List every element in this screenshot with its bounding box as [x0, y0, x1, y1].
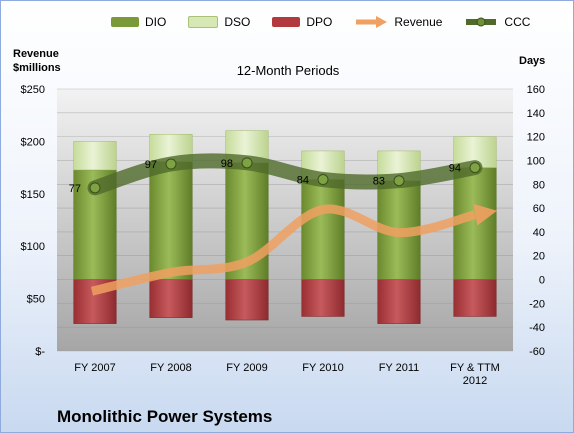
ccc-point — [393, 175, 405, 187]
bar-dio — [149, 161, 193, 280]
legend-swatch-dio — [111, 17, 139, 27]
right-tick-label: 0 — [539, 275, 545, 287]
ccc-point — [469, 162, 481, 174]
legend-item-ccc: CCC — [464, 13, 530, 31]
right-tick-label: 120 — [527, 132, 545, 144]
right-tick-label: -60 — [529, 346, 545, 358]
bar-dio — [301, 179, 345, 280]
right-tick-label: 60 — [533, 203, 545, 215]
right-tick-label: 100 — [527, 155, 545, 167]
right-tick-label: 20 — [533, 251, 545, 263]
ccc-data-label: 84 — [297, 175, 309, 187]
legend-arrow-icon — [356, 16, 388, 28]
revenue-line-group — [90, 203, 497, 296]
legend-item-dio: DIO — [111, 13, 166, 31]
legend-label-revenue: Revenue — [394, 15, 443, 29]
left-axis-title: Revenue $millions — [13, 48, 61, 74]
bar-dpo — [377, 279, 421, 324]
legend-item-dpo: DPO — [272, 13, 332, 31]
left-tick-label: $- — [35, 346, 45, 358]
category-label: FY 2010 — [302, 362, 343, 374]
legend-swatch-dpo — [272, 17, 301, 27]
right-tick-label: 160 — [527, 84, 545, 96]
bar-dpo — [301, 279, 345, 317]
legend-item-revenue: Revenue — [354, 13, 442, 31]
revenue-line — [90, 204, 477, 296]
right-tick-label: 40 — [533, 227, 545, 239]
legend-label-dpo: DPO — [306, 15, 333, 29]
company-name: Monolithic Power Systems — [57, 407, 273, 426]
legend-label-dio: DIO — [145, 15, 167, 29]
ccc-point — [317, 174, 329, 186]
legend-swatch-dso — [188, 16, 219, 28]
bar-dpo — [149, 279, 193, 318]
left-axis-ticks: $- $50 $100 $150 $200 $250 — [21, 84, 46, 358]
right-tick-label: -20 — [529, 298, 545, 310]
ccc-data-label: 77 — [69, 183, 81, 195]
right-tick-label: -40 — [529, 322, 545, 334]
plot-title: 12-Month Periods — [236, 63, 340, 78]
right-axis-title: Days — [519, 55, 546, 67]
ccc-point — [241, 157, 253, 169]
legend-line-icon — [466, 17, 497, 27]
right-tick-label: 140 — [527, 108, 545, 120]
legend-label-dso: DSO — [224, 15, 251, 29]
right-tick-label: 80 — [533, 179, 545, 191]
legend-label-ccc: CCC — [504, 15, 531, 29]
ccc-line-group: 77 97 98 84 83 94 — [69, 153, 483, 196]
category-label: FY 2011 — [379, 362, 420, 374]
left-tick-label: $100 — [21, 241, 45, 253]
left-tick-label: $200 — [21, 136, 45, 148]
category-label: FY & TTM — [450, 362, 500, 374]
ccc-point — [89, 182, 101, 194]
category-labels: FY 2007 FY 2008 FY 2009 FY 2010 FY 2011 FY & … — [74, 362, 500, 387]
legend: DIO DSO DPO Revenue CCC — [111, 13, 530, 31]
ccc-data-label: 94 — [449, 163, 461, 175]
right-axis-ticks: -60 -40 -20 0 20 40 60 80 100 120 140 160 — [527, 84, 545, 358]
category-label: FY 2007 — [74, 362, 115, 374]
category-label: FY 2009 — [226, 362, 267, 374]
revenue-arrowhead — [473, 203, 497, 226]
left-tick-label: $250 — [21, 84, 45, 96]
bar-dpo — [453, 279, 497, 317]
ccc-line — [87, 153, 483, 196]
gridlines — [57, 88, 513, 352]
left-tick-label: $50 — [27, 294, 45, 306]
ccc-data-label: 97 — [145, 159, 157, 171]
bar-dpo — [225, 279, 269, 321]
ccc-point — [165, 158, 177, 170]
left-tick-label: $150 — [21, 189, 45, 201]
legend-item-dso: DSO — [188, 13, 250, 31]
plot-area — [57, 89, 513, 351]
category-label: 2012 — [463, 375, 487, 387]
bar-dso — [73, 141, 117, 171]
category-label: FY 2008 — [150, 362, 191, 374]
ccc-data-label: 98 — [221, 158, 233, 170]
ccc-data-label: 83 — [373, 176, 385, 188]
